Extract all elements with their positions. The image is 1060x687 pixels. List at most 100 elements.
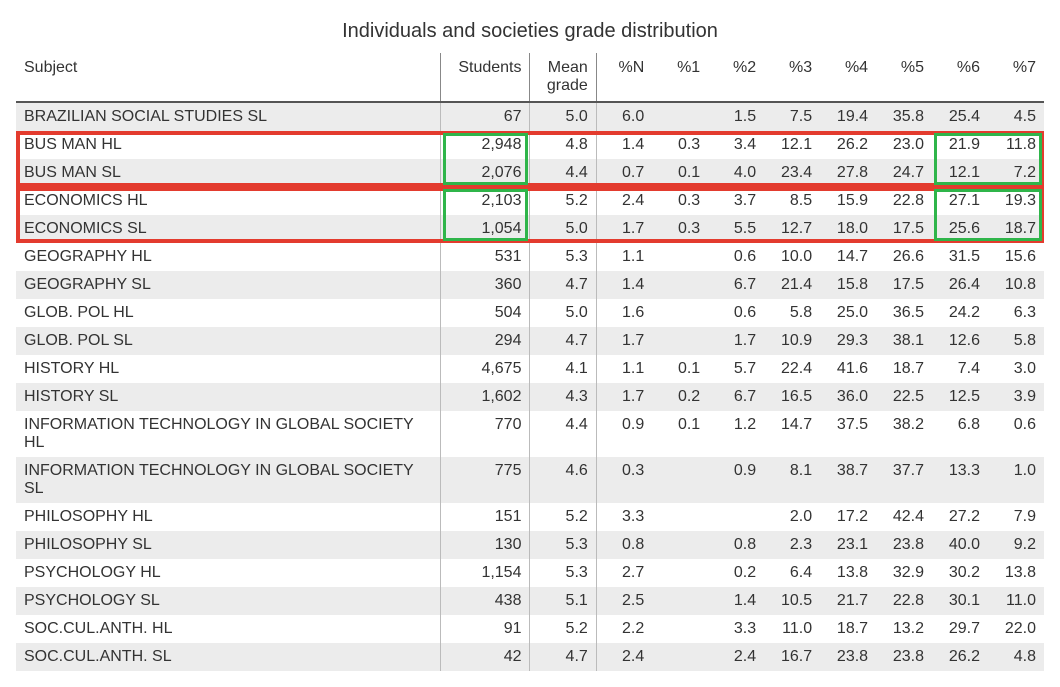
- cell-p6: 12.5: [932, 383, 988, 411]
- cell-subject: GEOGRAPHY HL: [16, 243, 441, 271]
- cell-p4: 18.0: [820, 215, 876, 243]
- cell-pN: 1.7: [596, 383, 652, 411]
- cell-p4: 19.4: [820, 102, 876, 131]
- table-row: GLOB. POL HL5045.01.60.65.825.036.524.26…: [16, 299, 1044, 327]
- cell-subject: HISTORY SL: [16, 383, 441, 411]
- cell-p7: 4.8: [988, 643, 1044, 671]
- cell-students: 4,675: [441, 355, 530, 383]
- cell-p1: [652, 587, 708, 615]
- cell-p4: 13.8: [820, 559, 876, 587]
- cell-subject: GLOB. POL SL: [16, 327, 441, 355]
- cell-p1: [652, 457, 708, 503]
- cell-p1: 0.3: [652, 131, 708, 159]
- col-students: Students: [441, 53, 530, 102]
- table-row: ECONOMICS HL2,1035.22.40.33.78.515.922.8…: [16, 187, 1044, 215]
- cell-p5: 24.7: [876, 159, 932, 187]
- col-pn: %N: [596, 53, 652, 102]
- cell-students: 42: [441, 643, 530, 671]
- cell-p6: 26.2: [932, 643, 988, 671]
- cell-subject: INFORMATION TECHNOLOGY IN GLOBAL SOCIETY…: [16, 411, 441, 457]
- cell-pN: 1.7: [596, 327, 652, 355]
- page-title: Individuals and societies grade distribu…: [16, 20, 1044, 43]
- col-p5: %5: [876, 53, 932, 102]
- table-row: PHILOSOPHY HL1515.23.32.017.242.427.27.9: [16, 503, 1044, 531]
- cell-p6: 30.2: [932, 559, 988, 587]
- cell-p3: 16.5: [764, 383, 820, 411]
- cell-p4: 27.8: [820, 159, 876, 187]
- cell-pN: 1.1: [596, 355, 652, 383]
- cell-students: 770: [441, 411, 530, 457]
- cell-p7: 15.6: [988, 243, 1044, 271]
- cell-p6: 12.6: [932, 327, 988, 355]
- cell-subject: BUS MAN SL: [16, 159, 441, 187]
- cell-pN: 0.9: [596, 411, 652, 457]
- cell-p4: 17.2: [820, 503, 876, 531]
- cell-mean: 5.3: [530, 531, 596, 559]
- col-mean: Mean grade: [530, 53, 596, 102]
- cell-mean: 4.1: [530, 355, 596, 383]
- cell-p1: [652, 615, 708, 643]
- cell-p3: 2.3: [764, 531, 820, 559]
- cell-subject: SOC.CUL.ANTH. HL: [16, 615, 441, 643]
- cell-p6: 25.4: [932, 102, 988, 131]
- cell-p5: 23.8: [876, 643, 932, 671]
- cell-pN: 0.3: [596, 457, 652, 503]
- cell-students: 438: [441, 587, 530, 615]
- cell-p5: 23.0: [876, 131, 932, 159]
- col-p3: %3: [764, 53, 820, 102]
- table-row: ECONOMICS SL1,0545.01.70.35.512.718.017.…: [16, 215, 1044, 243]
- cell-p5: 32.9: [876, 559, 932, 587]
- cell-p3: 5.8: [764, 299, 820, 327]
- cell-mean: 4.4: [530, 411, 596, 457]
- cell-pN: 2.7: [596, 559, 652, 587]
- cell-mean: 5.3: [530, 559, 596, 587]
- cell-subject: PSYCHOLOGY SL: [16, 587, 441, 615]
- cell-students: 294: [441, 327, 530, 355]
- cell-students: 67: [441, 102, 530, 131]
- cell-p3: 16.7: [764, 643, 820, 671]
- table-row: HISTORY SL1,6024.31.70.26.716.536.022.51…: [16, 383, 1044, 411]
- cell-p4: 41.6: [820, 355, 876, 383]
- cell-students: 1,154: [441, 559, 530, 587]
- cell-students: 1,602: [441, 383, 530, 411]
- table-row: BRAZILIAN SOCIAL STUDIES SL675.06.01.57.…: [16, 102, 1044, 131]
- cell-p1: [652, 102, 708, 131]
- cell-students: 151: [441, 503, 530, 531]
- cell-subject: BRAZILIAN SOCIAL STUDIES SL: [16, 102, 441, 131]
- cell-p3: 21.4: [764, 271, 820, 299]
- cell-p1: 0.3: [652, 187, 708, 215]
- cell-p7: 13.8: [988, 559, 1044, 587]
- cell-p1: [652, 643, 708, 671]
- table-row: SOC.CUL.ANTH. SL424.72.42.416.723.823.82…: [16, 643, 1044, 671]
- cell-p1: [652, 503, 708, 531]
- cell-p2: 5.5: [708, 215, 764, 243]
- cell-students: 1,054: [441, 215, 530, 243]
- cell-p4: 23.1: [820, 531, 876, 559]
- cell-p2: 4.0: [708, 159, 764, 187]
- cell-p1: 0.3: [652, 215, 708, 243]
- cell-students: 2,948: [441, 131, 530, 159]
- cell-p6: 6.8: [932, 411, 988, 457]
- cell-p7: 7.9: [988, 503, 1044, 531]
- cell-p7: 0.6: [988, 411, 1044, 457]
- cell-p7: 19.3: [988, 187, 1044, 215]
- cell-p6: 13.3: [932, 457, 988, 503]
- cell-pN: 2.5: [596, 587, 652, 615]
- cell-mean: 5.0: [530, 215, 596, 243]
- cell-p7: 1.0: [988, 457, 1044, 503]
- cell-p5: 26.6: [876, 243, 932, 271]
- cell-p1: 0.2: [652, 383, 708, 411]
- cell-subject: INFORMATION TECHNOLOGY IN GLOBAL SOCIETY…: [16, 457, 441, 503]
- cell-p6: 30.1: [932, 587, 988, 615]
- cell-pN: 0.7: [596, 159, 652, 187]
- cell-p5: 22.5: [876, 383, 932, 411]
- cell-p3: 6.4: [764, 559, 820, 587]
- cell-p7: 11.0: [988, 587, 1044, 615]
- cell-pN: 1.4: [596, 271, 652, 299]
- cell-students: 531: [441, 243, 530, 271]
- cell-p4: 25.0: [820, 299, 876, 327]
- cell-p2: 6.7: [708, 271, 764, 299]
- cell-p2: 0.2: [708, 559, 764, 587]
- cell-pN: 2.2: [596, 615, 652, 643]
- cell-mean: 5.1: [530, 587, 596, 615]
